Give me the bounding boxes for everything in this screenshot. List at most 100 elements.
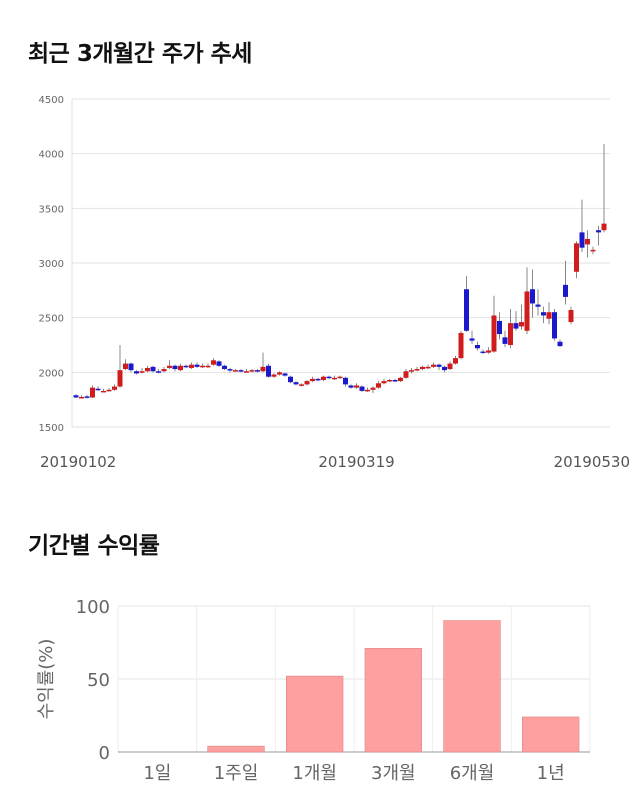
y-tick-label: 4000 [39,150,64,161]
candle-body [189,364,194,368]
candle-body [596,230,601,233]
candle-body [502,337,508,344]
candle-body [425,366,431,369]
y-tick-label: 100 [76,597,110,618]
candle-body [128,363,134,371]
candle-body [337,376,343,379]
candle-body [172,365,178,370]
y-tick-label: 2000 [39,368,64,379]
candle-body [398,377,403,382]
candle-body [200,365,205,368]
candle-body [453,358,458,364]
candle-body [123,363,128,370]
candle-body [524,291,530,331]
candle-body [150,366,156,372]
candle-body [370,387,376,390]
x-tick-label: 20190319 [318,453,394,471]
x-tick-label: 1개월 [292,763,337,784]
candle-body [205,365,211,368]
candle-body [464,289,469,331]
y-tick-label: 0 [99,743,110,764]
candle-body [194,364,200,367]
return-bar-chart: 0 50 100 1일 1주일 1개월 3개월 6개월 1년 수익률(%) [36,597,591,784]
x-tick-label: 3개월 [371,763,416,784]
candle-body [409,370,414,372]
candle-body [574,243,579,272]
candle-body [238,370,244,372]
candle-body [458,332,464,359]
candle-body [431,364,436,367]
candle-body [513,323,519,329]
x-tick-label: 1주일 [214,763,259,784]
candle-body [211,360,216,365]
candle-body [557,341,563,347]
candle-body [508,323,513,345]
x-tick-label: 1일 [143,763,171,784]
candle-body [563,284,568,297]
candle-body [249,370,255,372]
x-tick-label: 20190102 [40,453,116,471]
candle-body [90,387,95,398]
candle-body [233,370,238,372]
candle-body [546,312,552,319]
candle-body [134,371,139,374]
candle-body [106,389,112,392]
candle-body [161,369,167,372]
return-bar [207,745,265,753]
candle-body [326,376,332,379]
candle-body [486,350,491,353]
candle-body [315,378,321,381]
return-bar [364,648,422,753]
candle-body [541,312,546,316]
y-tick-label: 4500 [39,95,64,106]
candle-body [244,371,249,373]
candle-body [447,363,453,370]
candle-body [480,351,486,354]
y-axis-label: 수익률(%) [36,639,57,720]
period-return-title: 기간별 수익률 [28,533,160,559]
candle-body [420,366,425,370]
candle-body [271,374,277,377]
candle-body [436,364,442,367]
y-tick-label: 2500 [39,314,64,325]
candle-body [381,381,387,384]
candlestick-chart: 1500 2000 2500 3000 3500 4000 4500 20190102 2019… [39,95,630,471]
candle-body [442,366,447,371]
candle-body [95,388,101,391]
candle-body [601,223,607,231]
candle-body [84,396,90,398]
candle-body [530,289,535,304]
candle-body [117,370,123,387]
candle-body [73,395,79,398]
candle-body [79,396,84,399]
candle-body [293,382,299,385]
candle-body [519,322,524,327]
return-bar [443,620,501,753]
candle-body [112,386,117,390]
candle-body [403,371,409,378]
candle-body [321,376,326,380]
y-tick-label: 50 [87,670,110,691]
candle-body [579,232,585,248]
stock-trend-title: 최근 3개월간 주가 추세 [28,41,252,67]
candle-body [552,312,557,339]
candle-body [277,372,282,375]
candle-body [145,367,150,372]
candle-body [469,338,475,341]
candle-body [332,377,337,380]
candle-body [216,361,222,366]
return-bar [286,675,344,753]
candle-body [535,304,541,307]
y-tick-label: 3500 [39,204,64,215]
candle-body [359,386,365,391]
candle-body [387,379,392,382]
candle-body [299,384,304,386]
candle-body [167,365,172,368]
candle-body [354,385,359,388]
candle-body [414,369,420,371]
candle-body [497,320,502,335]
candle-body [376,383,381,388]
candle-body [568,310,574,323]
candle-body [101,390,106,393]
y-tick-label: 1500 [39,423,64,434]
